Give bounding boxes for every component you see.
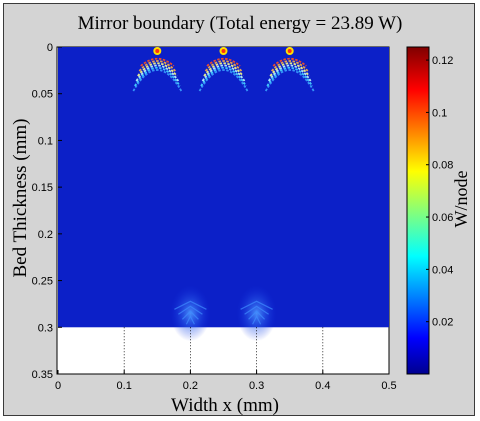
- x-axis-label: Width x (mm): [171, 395, 279, 416]
- x-tick-label: 0.4: [315, 380, 330, 392]
- x-tick-label: 0.3: [249, 380, 264, 392]
- x-ticks: 0 0.1 0.2 0.3 0.4 0.5: [55, 370, 397, 392]
- colorbar-tick-label: 0.08: [432, 160, 453, 172]
- hotspot-arc: [140, 57, 175, 67]
- hotspot-arc: [204, 60, 243, 72]
- y-tick-label: 0.1: [38, 135, 53, 147]
- x-tick-label: 0: [55, 380, 61, 392]
- heatmap-field: [58, 47, 389, 328]
- hotspot-arc: [272, 57, 307, 67]
- hotspot-arc: [200, 67, 247, 87]
- hotspot-arc: [134, 67, 181, 87]
- bottom-streak: [248, 310, 266, 320]
- plot-area: 0 0.1 0.2 0.3 0.4 0.5 00.050.10.150.20.250.30…: [32, 42, 397, 392]
- hotspot-arc: [203, 62, 244, 77]
- colorbar-tick-label: 0.1: [432, 107, 447, 119]
- figure-canvas: Mirror boundary (Total energy = 23.89 W)…: [10, 13, 471, 416]
- y-tick-label: 0.3: [38, 322, 53, 334]
- figure-window: Mirror boundary (Total energy = 23.89 W)…: [3, 3, 475, 416]
- x-tick-label: 0.2: [183, 380, 198, 392]
- y-tick-label: 0.05: [32, 89, 53, 101]
- y-tick-label: 0: [47, 42, 53, 54]
- hotspot-arc: [198, 69, 249, 92]
- bottom-streak: [240, 300, 273, 310]
- colorbar-tick-label: 0.06: [432, 212, 453, 224]
- x-tick-label: 0.5: [381, 380, 396, 392]
- y-axis-label: Bed Thickness (mm): [10, 118, 31, 277]
- colorbar-ticks: 0.02 0.04 0.06 0.08 0.1 0.12: [426, 55, 453, 329]
- hotspot-core: [221, 49, 226, 53]
- colorbar-tick-label: 0.02: [432, 317, 453, 329]
- hotspot-arc: [269, 62, 310, 77]
- hotspot-arc: [132, 69, 183, 92]
- bottom-streak: [185, 314, 195, 325]
- bottom-streak: [252, 314, 262, 325]
- bottom-glow: [236, 285, 277, 342]
- y-tick-label: 0.15: [32, 182, 53, 194]
- y-tick-label: 0.35: [32, 369, 53, 381]
- hotspot-arc: [137, 62, 178, 77]
- heatmap-detail: [132, 47, 315, 342]
- hotspot-arc: [266, 67, 313, 87]
- bottom-streak: [181, 310, 199, 320]
- hotspot-arc: [264, 69, 315, 92]
- chart-title: Mirror boundary (Total energy = 23.89 W): [78, 13, 403, 34]
- hotspot-core: [287, 49, 292, 53]
- y-tick-label: 0.2: [38, 229, 53, 241]
- x-tick-label: 0.1: [117, 380, 132, 392]
- bottom-streak: [244, 305, 269, 315]
- hotspot-arc: [201, 64, 246, 82]
- y-ticks: 0 0.05 0.1 0.15 0.2 0.25 0.3 0.35: [32, 42, 62, 381]
- colorbar-tick-label: 0.12: [432, 55, 453, 67]
- hotspot-arc: [138, 60, 176, 72]
- bottom-glow: [170, 285, 211, 342]
- colorbar-scale: [406, 46, 430, 375]
- colorbar-label: W/node: [451, 171, 471, 228]
- bottom-streak: [174, 300, 207, 310]
- hotspot-arc: [267, 64, 312, 82]
- hotspot-arc: [135, 64, 180, 82]
- bottom-streak: [178, 305, 203, 315]
- hotspot-arc: [271, 60, 309, 72]
- y-tick-label: 0.25: [32, 276, 53, 288]
- hotspot-arc: [206, 57, 241, 67]
- colorbar-tick-label: 0.04: [432, 264, 453, 276]
- colorbar: 0.02 0.04 0.06 0.08 0.1 0.12 W/node: [406, 46, 471, 375]
- hotspot-core: [155, 49, 160, 53]
